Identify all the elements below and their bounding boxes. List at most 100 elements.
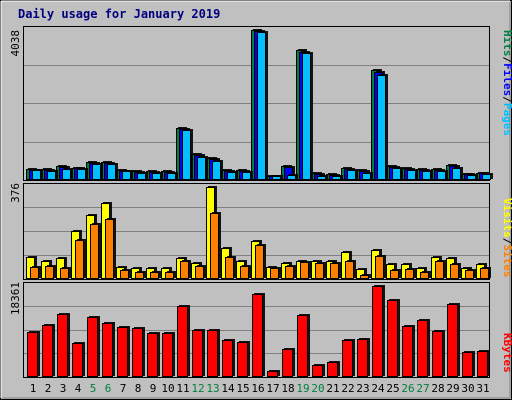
bar-sites-day-23 (360, 275, 369, 279)
bar-kbytes-day-1 (27, 332, 38, 377)
bar-sites-day-10 (165, 272, 174, 279)
bar-sites-day-22 (345, 261, 354, 279)
bar-sites-day-27 (420, 272, 429, 279)
bar-pages-day-28 (437, 171, 446, 180)
x-tick-day-20: 20 (311, 382, 324, 395)
bar-kbytes-day-29 (447, 304, 458, 377)
hits-ymax-label: 4038 (9, 30, 22, 57)
legend-files: Files (501, 63, 512, 96)
legend-hits: Hits (501, 30, 512, 57)
x-tick-day-29: 29 (446, 382, 459, 395)
bar-sites-day-5 (90, 224, 99, 279)
bar-sites-day-30 (465, 270, 474, 279)
x-tick-day-13: 13 (206, 382, 219, 395)
legend-bottom: KBytes (501, 333, 512, 373)
bar-sites-day-31 (480, 268, 489, 279)
bar-kbytes-day-13 (207, 330, 218, 377)
x-tick-day-7: 7 (120, 382, 127, 395)
x-tick-day-25: 25 (386, 382, 399, 395)
bar-sites-day-6 (105, 219, 114, 279)
x-tick-day-28: 28 (431, 382, 444, 395)
bar-kbytes-day-15 (237, 342, 248, 377)
bar-kbytes-day-16 (252, 294, 263, 377)
bar-pages-day-26 (407, 170, 416, 180)
bar-kbytes-day-14 (222, 340, 233, 377)
bar-kbytes-day-18 (282, 349, 293, 377)
kbytes-ymax-label: 18361 (9, 282, 22, 315)
x-tick-day-19: 19 (296, 382, 309, 395)
x-tick-day-18: 18 (281, 382, 294, 395)
x-tick-day-21: 21 (326, 382, 339, 395)
bar-kbytes-day-4 (72, 343, 83, 377)
bar-sites-day-28 (435, 261, 444, 279)
bar-kbytes-day-3 (57, 314, 68, 377)
x-tick-day-1: 1 (30, 382, 37, 395)
bar-kbytes-day-5 (87, 317, 98, 377)
x-tick-day-27: 27 (416, 382, 429, 395)
x-tick-day-2: 2 (45, 382, 52, 395)
bar-kbytes-day-30 (462, 352, 473, 377)
legend-kbytes: KBytes (501, 333, 512, 373)
bar-pages-day-4 (77, 169, 86, 180)
x-tick-day-9: 9 (150, 382, 157, 395)
bar-kbytes-day-27 (417, 320, 428, 377)
bar-pages-day-9 (152, 173, 161, 180)
bar-kbytes-day-21 (327, 362, 338, 377)
bar-pages-day-25 (392, 168, 401, 180)
bar-kbytes-day-19 (297, 315, 308, 377)
x-tick-day-12: 12 (191, 382, 204, 395)
bar-pages-day-7 (122, 171, 131, 180)
legend-sites: Sites (501, 244, 512, 277)
bar-sites-day-9 (150, 272, 159, 279)
chart-bars (26, 29, 493, 377)
legend-top: Hits/Files/Pages (501, 30, 512, 136)
bar-sites-day-21 (330, 263, 339, 279)
bar-sites-day-12 (195, 266, 204, 279)
bar-pages-day-11 (182, 130, 191, 180)
bar-kbytes-day-6 (102, 323, 113, 377)
bar-kbytes-day-24 (372, 286, 383, 377)
bar-pages-day-15 (242, 172, 251, 180)
bar-kbytes-day-31 (477, 351, 488, 377)
x-tick-day-31: 31 (476, 382, 489, 395)
bar-kbytes-day-7 (117, 327, 128, 377)
bar-kbytes-day-25 (387, 300, 398, 377)
bar-sites-day-14 (225, 257, 234, 279)
x-tick-day-24: 24 (371, 382, 385, 395)
bar-sites-day-7 (120, 270, 129, 279)
bar-pages-day-2 (47, 171, 56, 180)
x-tick-day-16: 16 (251, 382, 264, 395)
x-tick-day-14: 14 (221, 382, 235, 395)
bar-sites-day-1 (30, 267, 39, 279)
bar-pages-day-29 (452, 168, 461, 180)
bar-pages-day-1 (32, 170, 41, 180)
bar-kbytes-day-22 (342, 340, 353, 377)
bar-pages-day-3 (62, 169, 71, 180)
legend-sep-3: / (501, 238, 512, 245)
bar-sites-day-29 (450, 264, 459, 279)
bar-sites-day-17 (270, 268, 279, 279)
x-tick-day-17: 17 (266, 382, 279, 395)
bar-pages-day-21 (332, 176, 341, 180)
x-tick-day-11: 11 (176, 382, 189, 395)
x-tick-day-8: 8 (135, 382, 142, 395)
bar-pages-day-22 (347, 170, 356, 180)
bar-sites-day-3 (60, 268, 69, 279)
chart-title: Daily usage for January 2019 (18, 7, 220, 21)
bar-sites-day-8 (135, 272, 144, 279)
bar-sites-day-15 (240, 266, 249, 279)
bar-kbytes-day-2 (42, 325, 53, 377)
bar-pages-day-17 (272, 176, 281, 180)
bar-pages-day-19 (302, 53, 311, 180)
bar-sites-day-18 (285, 266, 294, 279)
bar-pages-day-23 (362, 173, 371, 180)
x-tick-labels: 1 2 3 4 5 6 7 8 9 10 11 12 13 14 15 16 17 18 19 20 21 22 23 24 2… (30, 382, 490, 395)
bar-sites-day-11 (180, 261, 189, 279)
bar-sites-day-2 (45, 266, 54, 279)
bar-kbytes-day-12 (192, 330, 203, 377)
bar-sites-day-4 (75, 240, 84, 279)
bar-sites-day-16 (255, 245, 264, 279)
x-tick-day-5: 5 (90, 382, 97, 395)
bar-pages-day-18 (287, 175, 296, 180)
